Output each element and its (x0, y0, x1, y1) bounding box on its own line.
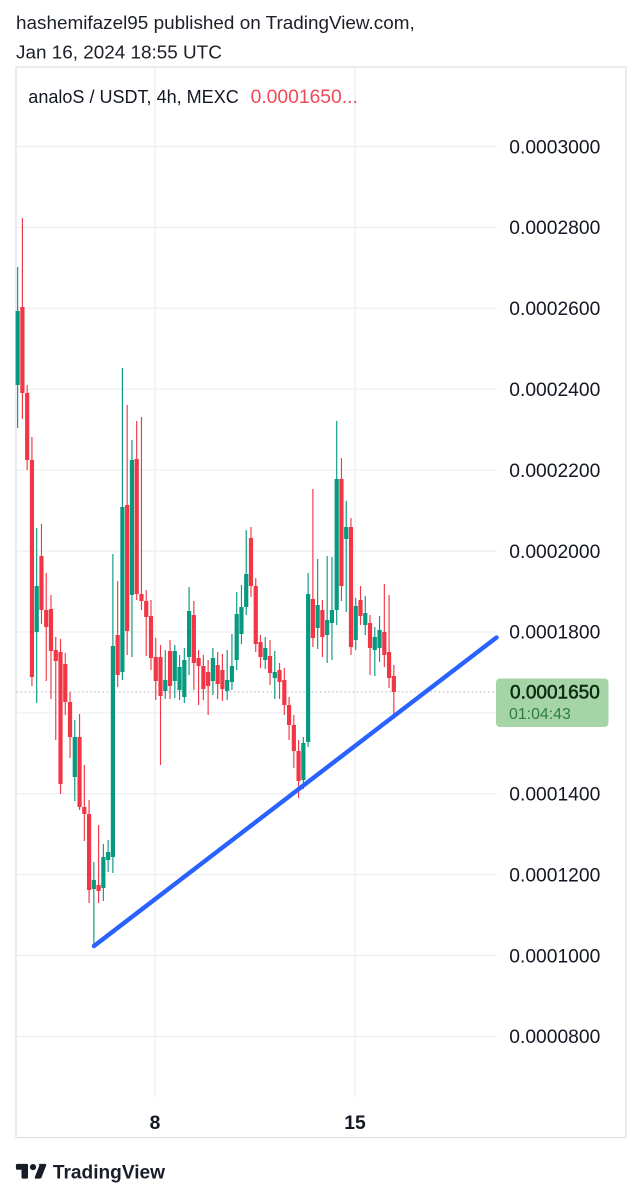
svg-text:Jan 16, 2024 18:55 UTC: Jan 16, 2024 18:55 UTC (16, 42, 222, 63)
svg-text:0.0002000: 0.0002000 (509, 542, 600, 563)
svg-text:0.0000800: 0.0000800 (509, 1027, 600, 1048)
svg-text:0.0002800: 0.0002800 (509, 218, 600, 239)
svg-text:0.0001650...: 0.0001650... (251, 87, 358, 108)
svg-text:0.0002400: 0.0002400 (509, 380, 600, 401)
svg-text:15: 15 (344, 1113, 366, 1134)
svg-text:0.0002200: 0.0002200 (509, 461, 600, 482)
svg-text:0.0001650: 0.0001650 (510, 682, 600, 703)
svg-text:hashemifazel95 published on Tr: hashemifazel95 published on TradingView.… (16, 13, 415, 34)
svg-text:TradingView: TradingView (53, 1162, 165, 1183)
svg-text:0.0001000: 0.0001000 (509, 946, 600, 967)
svg-text:0.0002600: 0.0002600 (509, 299, 600, 320)
svg-text:0.0001800: 0.0001800 (509, 623, 600, 644)
svg-text:0.0001200: 0.0001200 (509, 865, 600, 886)
svg-text:0.0003000: 0.0003000 (509, 137, 600, 158)
svg-text:8: 8 (150, 1113, 161, 1134)
svg-text:01:04:43: 01:04:43 (509, 706, 571, 723)
svg-text:analoS / USDT, 4h, MEXC: analoS / USDT, 4h, MEXC (28, 87, 238, 107)
svg-text:0.0001400: 0.0001400 (509, 785, 600, 806)
